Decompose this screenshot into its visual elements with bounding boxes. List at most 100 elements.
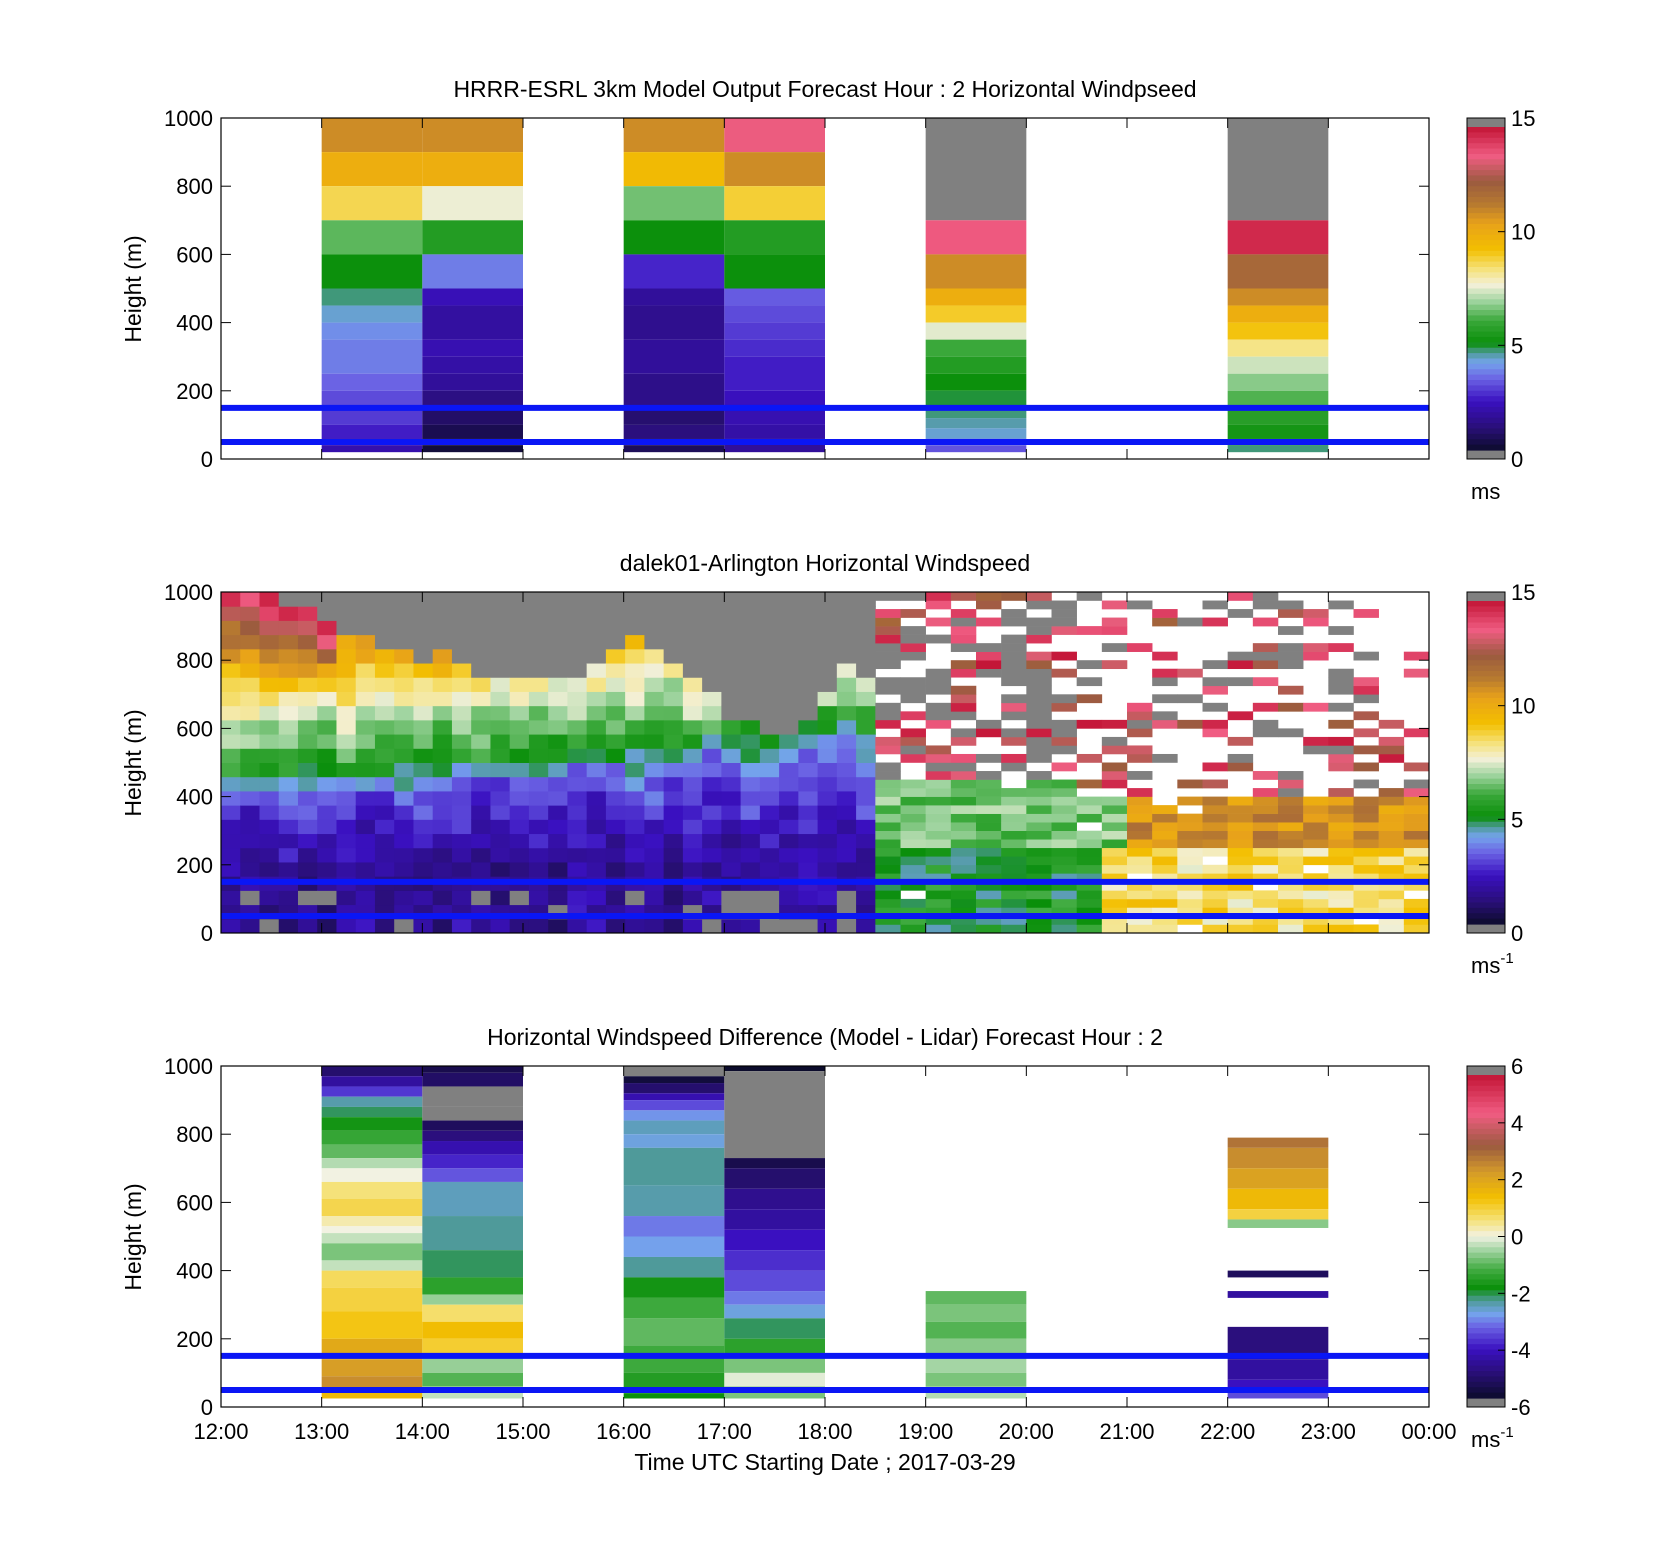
- x-tick-label: 21:00: [1099, 1419, 1154, 1444]
- colorbar-segment: [1467, 870, 1505, 877]
- heatmap-cell: [875, 736, 901, 746]
- heatmap-cell: [297, 833, 318, 849]
- heatmap-cell: [567, 833, 588, 849]
- heatmap-cell: [976, 890, 1002, 900]
- heatmap-cell: [1278, 856, 1304, 866]
- heatmap-cell: [856, 748, 876, 763]
- heatmap-cell: [1303, 813, 1329, 823]
- heatmap-cell: [490, 819, 511, 835]
- heatmap-cell: [1227, 822, 1254, 831]
- heatmap-cell: [759, 691, 780, 707]
- heatmap-cell: [623, 373, 725, 408]
- heatmap-cell: [259, 648, 280, 664]
- heatmap-cell: [259, 691, 280, 707]
- heatmap-cell: [900, 626, 926, 635]
- y-tick-label: 600: [176, 716, 213, 741]
- heatmap-cell: [925, 771, 952, 780]
- heatmap-cell: [374, 890, 395, 906]
- heatmap-cell: [817, 663, 838, 678]
- heatmap-cell: [471, 918, 491, 933]
- heatmap-cell: [605, 776, 626, 792]
- heatmap-cell: [490, 592, 511, 607]
- heatmap-cell: [259, 677, 280, 692]
- heatmap-cell: [1001, 813, 1027, 823]
- heatmap-cell: [1227, 220, 1329, 255]
- heatmap-cell: [605, 748, 626, 763]
- heatmap-cell: [900, 805, 926, 814]
- heatmap-cell: [836, 918, 857, 933]
- heatmap-cell: [1202, 881, 1228, 891]
- y-tick-label: 200: [176, 379, 213, 404]
- heatmap-cell: [278, 918, 299, 933]
- heatmap-cell: [336, 762, 357, 778]
- heatmap-cell: [1328, 830, 1354, 840]
- heatmap-cell: [856, 734, 876, 749]
- heatmap-cell: [1278, 924, 1304, 933]
- colorbar-segment: [1467, 848, 1505, 855]
- heatmap-cell: [1303, 907, 1329, 917]
- heatmap-cell: [1051, 864, 1077, 874]
- heatmap-cell: [1076, 592, 1103, 601]
- heatmap-cell: [336, 890, 357, 906]
- heatmap-cell: [836, 663, 857, 678]
- heatmap-cell: [586, 691, 607, 707]
- heatmap-cell: [605, 819, 626, 835]
- heatmap-cell: [432, 691, 453, 707]
- heatmap-cell: [740, 790, 761, 806]
- heatmap-cell: [355, 861, 376, 877]
- heatmap-cell: [413, 861, 434, 877]
- heatmap-cell: [779, 648, 799, 664]
- heatmap-cell: [682, 677, 703, 692]
- heatmap-cell: [1252, 924, 1279, 933]
- colorbar-segment: [1467, 261, 1505, 268]
- heatmap-cell: [724, 1250, 825, 1271]
- heatmap-cell: [1001, 711, 1027, 721]
- heatmap-cell: [1001, 634, 1027, 644]
- heatmap-cell: [1227, 677, 1254, 687]
- heatmap-cell: [413, 748, 434, 763]
- heatmap-cell: [413, 705, 434, 721]
- heatmap-cell: [278, 805, 299, 820]
- heatmap-cell: [297, 663, 318, 678]
- heatmap-cell: [1353, 813, 1379, 823]
- heatmap-cell: [875, 719, 901, 729]
- heatmap-cell: [702, 819, 722, 835]
- heatmap-cell: [1177, 898, 1203, 908]
- colorbar-segment: [1467, 369, 1505, 376]
- heatmap-cell: [925, 864, 952, 874]
- heatmap-cell: [925, 428, 1027, 439]
- heatmap-cell: [623, 186, 725, 221]
- heatmap-cell: [374, 705, 395, 721]
- heatmap-cell: [856, 663, 876, 678]
- heatmap-cell: [317, 691, 337, 707]
- heatmap-cell: [702, 861, 722, 877]
- heatmap-cell: [817, 705, 838, 721]
- heatmap-cell: [721, 819, 742, 835]
- heatmap-cell: [221, 606, 241, 621]
- heatmap-cell: [394, 606, 414, 621]
- heatmap-cell: [471, 663, 491, 678]
- heatmap-cell: [900, 847, 926, 857]
- heatmap-cell: [1227, 1270, 1329, 1278]
- colorbar-segment: [1467, 810, 1505, 817]
- heatmap-cell: [413, 847, 434, 863]
- heatmap-cell: [721, 833, 742, 849]
- heatmap-cell: [644, 748, 665, 763]
- colorbar-tick-label: 6: [1511, 1054, 1523, 1079]
- heatmap-cell: [1252, 830, 1279, 840]
- heatmap-cell: [950, 813, 977, 823]
- heatmap-cell: [422, 445, 523, 453]
- heatmap-cell: [471, 634, 491, 650]
- heatmap-cell: [548, 776, 568, 792]
- colorbar-segment: [1467, 724, 1505, 731]
- heatmap-cell: [1227, 390, 1329, 408]
- heatmap-cell: [1227, 322, 1329, 340]
- heatmap-cell: [721, 890, 742, 906]
- heatmap-cell: [422, 373, 523, 391]
- heatmap-cell: [374, 734, 395, 749]
- heatmap-cell: [759, 677, 780, 692]
- heatmap-cell: [221, 805, 241, 820]
- colorbar-segment: [1467, 353, 1505, 360]
- heatmap-cell: [644, 847, 665, 863]
- heatmap-cell: [682, 705, 703, 721]
